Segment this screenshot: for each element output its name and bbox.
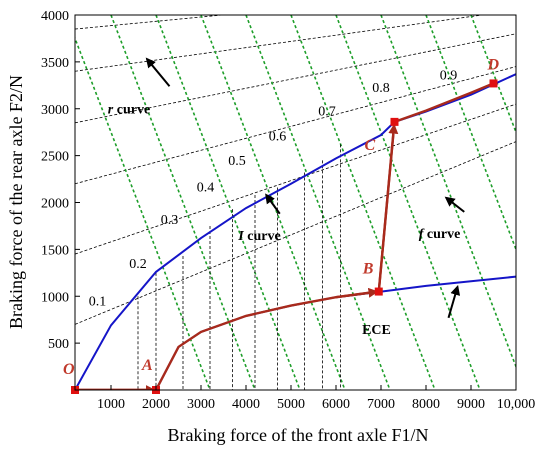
mu-label: 0.6 [269,130,287,145]
r-curve-lines [75,15,516,325]
f-line [335,15,481,390]
r-line [75,103,516,255]
r-curve-annotation-arrow [145,57,171,87]
r-line [214,15,217,16]
f-curve-lines [75,15,516,390]
r-line [75,66,516,185]
vertical-dashed-lines [137,144,341,390]
x-tick-label: 6000 [322,397,350,412]
y-tick-label: 1500 [41,243,69,258]
x-tick-label: 3000 [187,397,215,412]
y-axis-title: Braking force of the rear axle F2/N [6,75,26,329]
f-line [245,15,391,390]
curves [75,73,516,390]
point-label-B: B [362,261,374,278]
x-tick-label: 4000 [232,397,260,412]
point-marker-B [374,287,383,296]
mu-label: 0.1 [89,295,107,310]
mu-label: 0.9 [440,69,458,84]
x-axis-ticks: 1000 2000 3000 4000 5000 6000 7000 8000 9000 10,0… [97,385,535,412]
ECE-annotation-arrow [447,284,461,319]
x-tick-label: 1000 [97,397,125,412]
y-tick-label: 3000 [41,103,69,118]
f-line [470,15,516,135]
y-tick-label: 2000 [41,197,69,212]
f-curve-annotation: f curve [419,227,461,242]
mu-label: 0.7 [318,104,336,119]
r-line [75,141,516,325]
r-line [75,15,485,72]
brake-path-line [75,82,494,390]
I-curve-annotation: I curve [237,229,280,244]
I-curve-annotation-arrow [265,193,281,215]
mu-labels: 0.1 0.2 0.3 0.4 0.5 0.6 0.7 0.8 0.9 [89,69,458,310]
mu-label: 0.2 [129,257,147,272]
point-label-D: D [487,56,500,73]
ECE-annotation: ECE [362,323,391,338]
f-line [75,36,211,390]
y-axis-ticks: 500 1000 1500 2000 2500 3000 3500 4000 [41,9,80,352]
point-label-O: O [63,361,75,378]
f-line [155,15,301,390]
f-line [290,15,436,390]
mu-label: 0.4 [197,180,215,195]
y-tick-label: 4000 [41,9,69,24]
x-axis-title: Braking force of the front axle F1/N [168,425,429,445]
point-label-C: C [365,137,376,154]
f-line [515,15,516,18]
point-label-A: A [141,357,153,374]
y-tick-label: 500 [48,337,69,352]
f-line [425,15,516,252]
mu-label: 0.5 [228,154,246,169]
r-line [138,15,141,16]
y-tick-label: 3500 [41,56,69,71]
f-curve-annotation-arrow [444,196,465,213]
x-tick-label: 9000 [457,397,485,412]
point-marker-C [390,117,399,126]
brake-path-arrow [335,287,379,299]
x-tick-label: 8000 [412,397,440,412]
f-line [200,15,346,390]
y-tick-label: 2500 [41,150,69,165]
x-tick-label: 2000 [142,397,170,412]
point-marker-D [489,79,498,88]
x-tick-label: 5000 [277,397,305,412]
x-tick-label: 7000 [367,397,395,412]
mu-label: 0.8 [372,81,390,96]
annotations: r curve I curve f curve ECE [108,57,465,338]
y-tick-label: 1000 [41,290,69,305]
f-line [110,15,256,390]
x-tick-label: 10,000 [497,397,536,412]
brake-path-arrow [377,123,399,292]
r-curve-annotation: r curve [108,102,150,117]
mu-label: 0.3 [161,213,179,228]
